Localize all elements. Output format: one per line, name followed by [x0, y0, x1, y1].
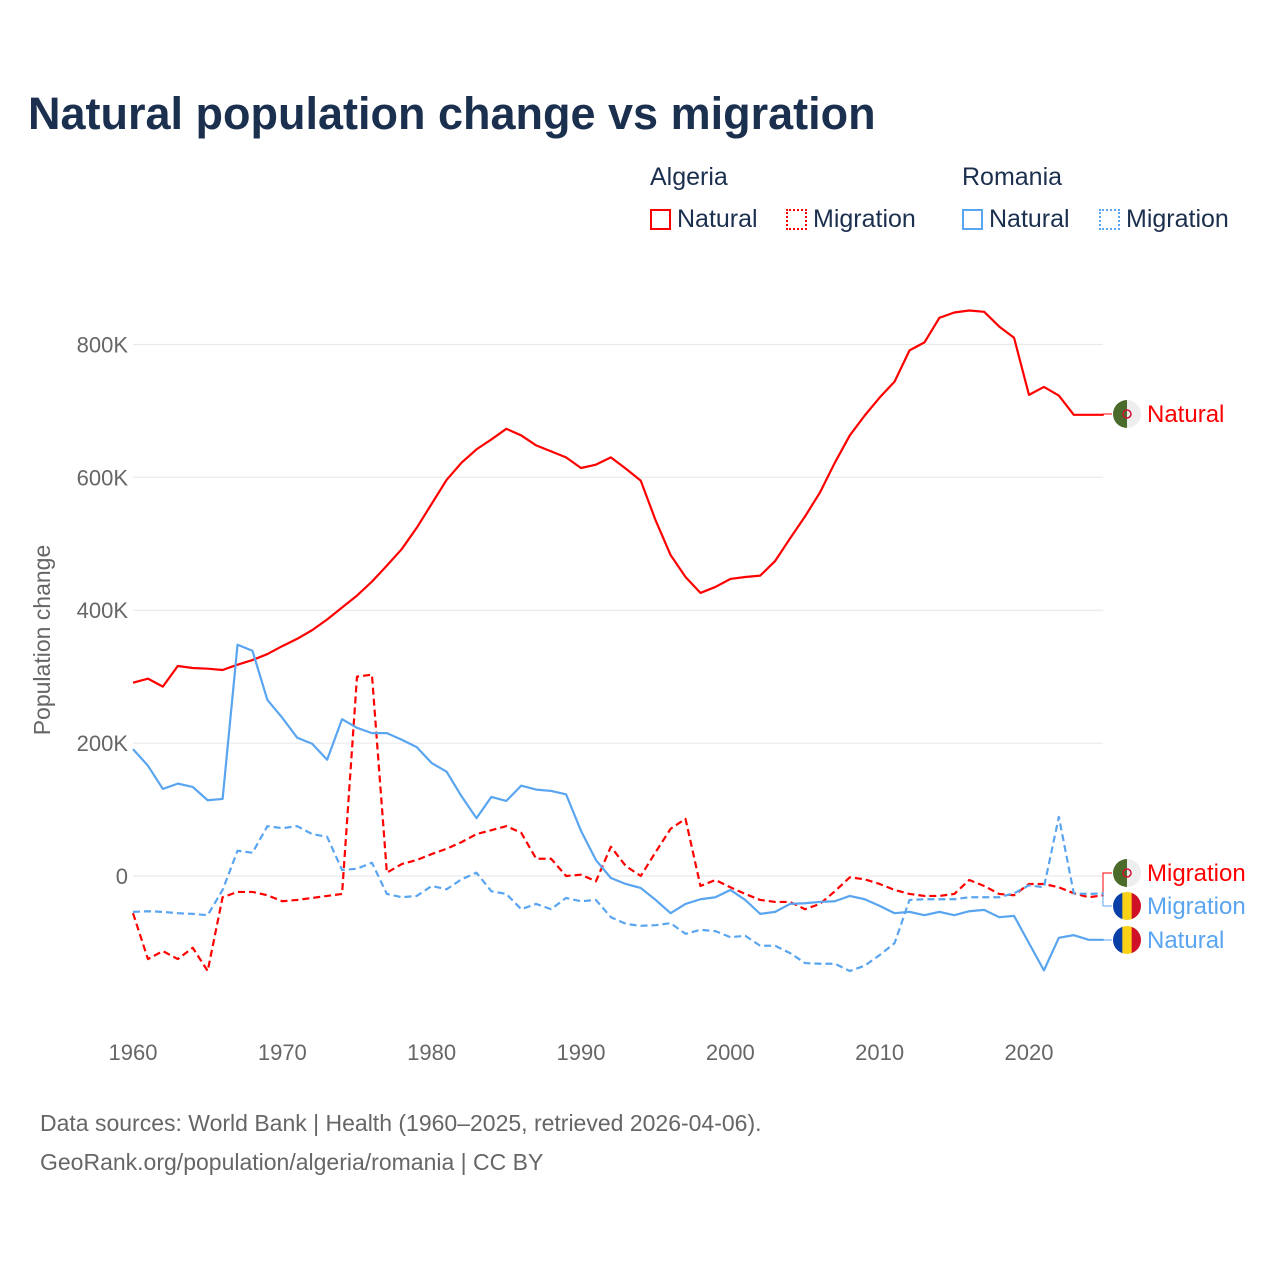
legend-group-algeria: Algeria — [650, 163, 728, 191]
algeria-flag-icon — [1122, 868, 1132, 878]
legend-label: Natural — [677, 205, 758, 233]
legend-swatch-dotted — [786, 209, 807, 230]
series-line-romania-migration — [132, 815, 1104, 973]
y-tick-label: 400K — [77, 598, 129, 623]
x-tick-label: 1980 — [407, 1040, 456, 1065]
x-tick-label: 1960 — [109, 1040, 158, 1065]
y-axis-label: Population change — [29, 545, 55, 736]
romania-flag-icon — [1131, 926, 1141, 954]
end-label: Natural — [1147, 401, 1224, 428]
algeria-flag-icon — [1113, 400, 1127, 428]
x-tick-label: 2020 — [1005, 1040, 1054, 1065]
algeria-flag-icon — [1113, 859, 1127, 887]
label-connector — [1102, 892, 1112, 907]
footer-link[interactable]: GeoRank.org/population/algeria/romania |… — [40, 1149, 544, 1175]
romania-flag-icon — [1113, 926, 1123, 954]
y-tick-label: 600K — [77, 465, 129, 490]
y-tick-label: 200K — [77, 731, 129, 756]
legend-group-romania: Romania — [962, 163, 1063, 191]
label-connector — [1102, 413, 1112, 416]
series-line-algeria-natural — [132, 309, 1104, 688]
algeria-flag-icon — [1127, 859, 1141, 887]
legend-swatch-dotted — [1099, 209, 1120, 230]
romania-flag-icon — [1122, 926, 1133, 954]
x-tick-label: 1990 — [557, 1040, 606, 1065]
legend-label: Natural — [989, 205, 1070, 233]
end-label: Migration — [1147, 860, 1246, 887]
y-tick-label: 800K — [77, 332, 129, 357]
legend-swatch-solid — [962, 209, 983, 230]
legend-algeria-natural[interactable]: Natural — [650, 205, 758, 234]
algeria-flag-icon — [1127, 400, 1141, 428]
label-connector — [1102, 872, 1112, 896]
footer-sources: Data sources: World Bank | Health (1960–… — [40, 1110, 762, 1136]
series-line-algeria-migration — [131, 673, 1104, 973]
legend-swatch-solid — [650, 209, 671, 230]
y-tick-label: 0 — [116, 864, 128, 889]
chart-title: Natural population change vs migration — [28, 88, 876, 139]
algeria-flag-icon — [1122, 409, 1132, 419]
legend-label: Migration — [813, 205, 916, 233]
legend-romania-migration[interactable]: Migration — [1099, 205, 1229, 234]
legend-algeria-migration[interactable]: Migration — [786, 205, 916, 234]
x-tick-label: 2000 — [706, 1040, 755, 1065]
series-line-romania-natural — [132, 643, 1104, 972]
romania-flag-icon — [1131, 892, 1141, 920]
x-tick-label: 1970 — [258, 1040, 307, 1065]
end-label: Migration — [1147, 893, 1246, 920]
x-tick-label: 2010 — [855, 1040, 904, 1065]
romania-flag-icon — [1122, 892, 1133, 920]
end-label: Natural — [1147, 927, 1224, 954]
romania-flag-icon — [1113, 892, 1123, 920]
legend-romania-natural[interactable]: Natural — [962, 205, 1070, 234]
legend-label: Migration — [1126, 205, 1229, 233]
